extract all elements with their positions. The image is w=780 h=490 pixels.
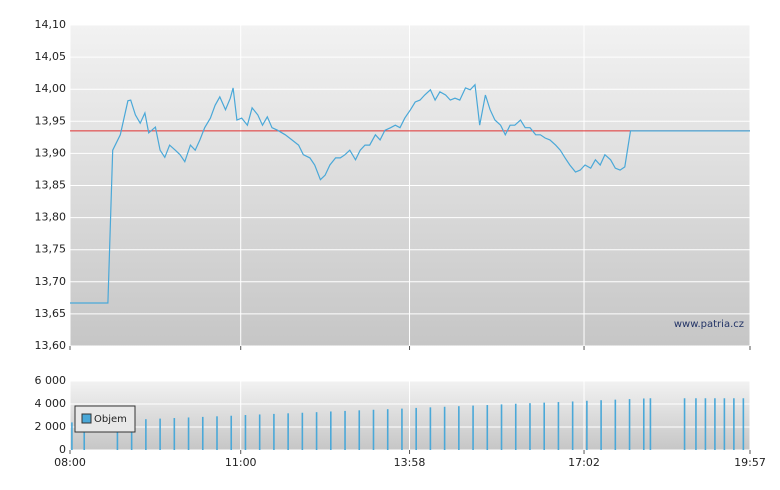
- volume-bar: [429, 407, 432, 450]
- volume-bar: [386, 409, 389, 450]
- volume-bar: [187, 417, 190, 450]
- y-tick-label: 4 000: [35, 397, 67, 410]
- volume-bar: [683, 398, 686, 450]
- volume-bar: [358, 410, 361, 450]
- watermark: www.patria.cz: [674, 319, 744, 330]
- x-tick-label: 17:02: [568, 456, 600, 469]
- x-tick-label: 08:00: [54, 456, 86, 469]
- volume-bar: [695, 398, 697, 450]
- y-tick-label: 13,90: [35, 146, 67, 159]
- volume-bar: [201, 416, 204, 450]
- y-tick-label: 14,10: [35, 18, 67, 31]
- y-tick-label: 6 000: [35, 374, 67, 387]
- volume-bar: [83, 421, 86, 450]
- volume-bar: [216, 416, 218, 450]
- volume-bar: [458, 406, 460, 450]
- y-tick-label: 13,65: [35, 307, 67, 320]
- volume-bar: [571, 401, 574, 450]
- volume-bar: [443, 406, 446, 450]
- volume-bar: [628, 399, 631, 450]
- y-tick-label: 13,60: [35, 339, 67, 352]
- volume-bar: [244, 415, 247, 450]
- volume-bar: [130, 419, 133, 450]
- volume-bar: [415, 407, 417, 450]
- volume-bar: [344, 410, 346, 450]
- price-line: [70, 83, 750, 304]
- volume-bar: [145, 419, 147, 450]
- volume-bar: [557, 402, 560, 450]
- volume-bar: [173, 418, 176, 450]
- legend: Objem: [74, 405, 136, 433]
- volume-bar: [372, 409, 375, 450]
- volume-bar: [586, 400, 588, 450]
- y-tick-label: 13,70: [35, 275, 67, 288]
- y-tick-label: 13,80: [35, 211, 67, 224]
- volume-bar: [742, 398, 745, 450]
- y-tick-label: 2 000: [35, 420, 67, 433]
- volume-bar: [472, 405, 474, 450]
- volume-bar: [714, 398, 716, 450]
- volume-bar: [649, 398, 652, 450]
- y-tick-label: 0: [59, 443, 66, 456]
- volume-bar: [287, 413, 289, 450]
- volume-bar: [301, 412, 304, 450]
- volume-bar: [529, 403, 531, 450]
- volume-bar: [723, 398, 726, 450]
- volume-bar: [71, 422, 73, 450]
- volume-bar: [401, 408, 403, 450]
- volume-bar: [733, 398, 735, 450]
- volume-bar: [159, 418, 161, 450]
- volume-bar: [514, 403, 517, 450]
- legend-swatch: [81, 413, 92, 424]
- volume-bar: [315, 412, 318, 450]
- y-tick-label: 13,75: [35, 243, 67, 256]
- volume-bar: [642, 398, 645, 450]
- y-tick-label: 13,95: [35, 114, 67, 127]
- volume-bar: [600, 400, 602, 450]
- volume-bar: [230, 415, 233, 450]
- y-tick-label: 13,85: [35, 179, 67, 192]
- legend-label: Objem: [94, 414, 127, 425]
- x-tick-label: 11:00: [225, 456, 257, 469]
- x-tick-label: 13:58: [394, 456, 426, 469]
- volume-bar: [116, 420, 119, 450]
- volume-bar: [273, 413, 275, 450]
- volume-bar: [543, 402, 545, 450]
- x-tick-label: 19:57: [734, 456, 766, 469]
- volume-bar: [614, 399, 617, 450]
- volume-bar: [330, 411, 332, 450]
- volume-bar: [704, 398, 707, 450]
- volume-bar: [486, 405, 489, 450]
- y-tick-label: 14,05: [35, 50, 67, 63]
- volume-bar: [500, 404, 503, 450]
- y-tick-label: 14,00: [35, 82, 67, 95]
- volume-bar: [258, 414, 261, 450]
